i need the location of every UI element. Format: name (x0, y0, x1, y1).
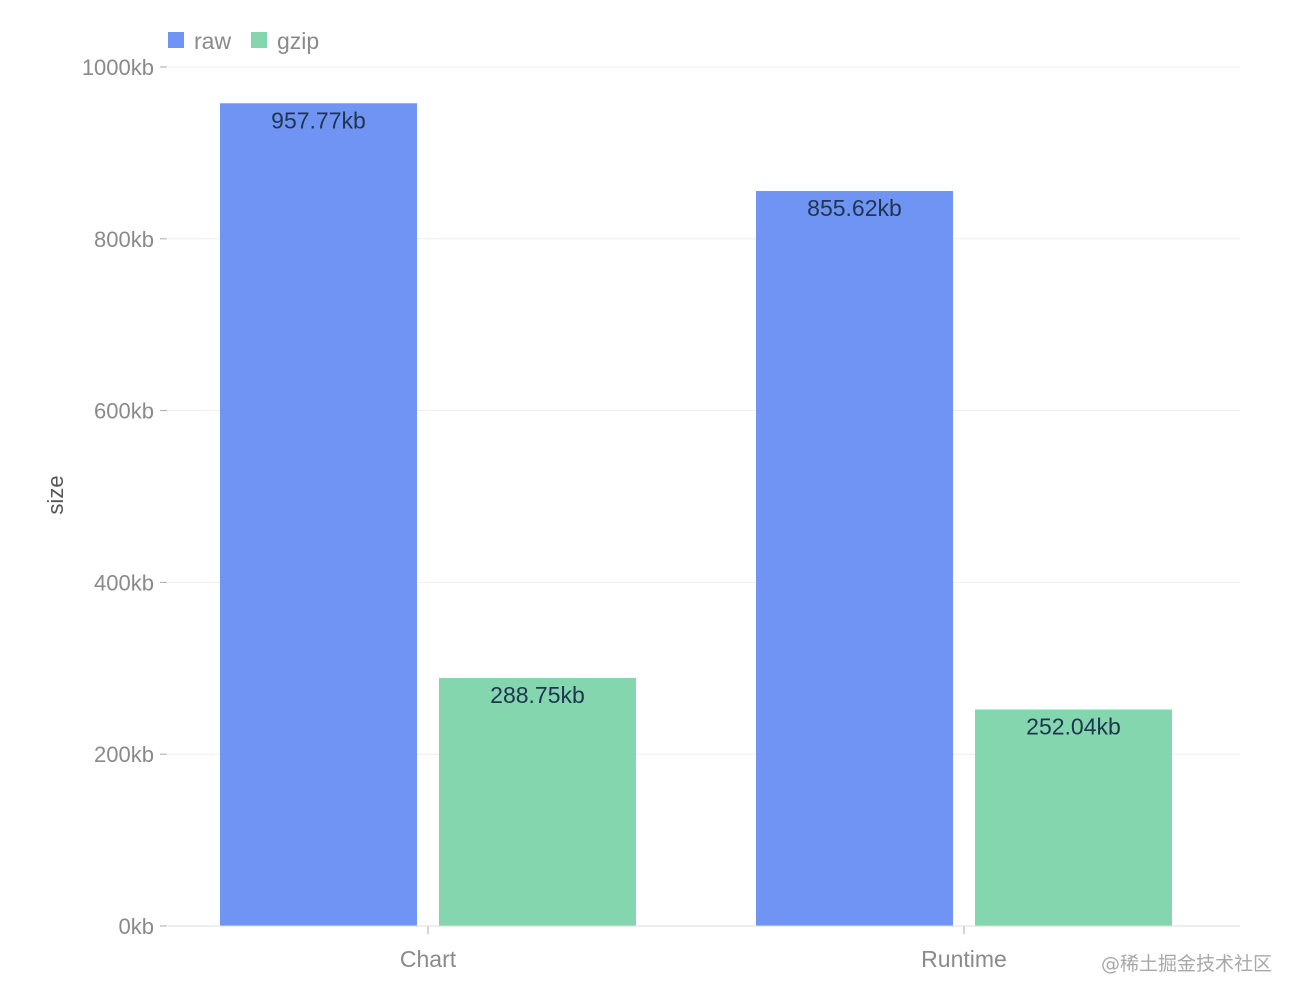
y-tick-label: 200kb (94, 742, 154, 767)
bar-gzip-runtime[interactable] (975, 709, 1172, 926)
y-axis: 0kb 200kb 400kb 600kb 800kb 1000kb (82, 55, 167, 939)
legend[interactable]: raw gzip (168, 28, 319, 54)
y-tick-label: 0kb (119, 914, 154, 939)
y-tick-label: 400kb (94, 570, 154, 595)
bar-raw-chart[interactable] (220, 103, 417, 926)
x-axis: Chart Runtime (168, 925, 1240, 972)
data-label-raw-chart: 957.77kb (271, 107, 366, 133)
legend-swatch-gzip (251, 32, 267, 48)
data-label-raw-runtime: 855.62kb (807, 195, 902, 221)
legend-item-raw[interactable]: raw (168, 28, 231, 54)
legend-swatch-raw (168, 32, 184, 48)
data-labels: 957.77kb 288.75kb 855.62kb 252.04kb (271, 107, 1121, 739)
bar-raw-runtime[interactable] (756, 191, 953, 927)
y-tick-label: 1000kb (82, 55, 154, 80)
bar-gzip-chart[interactable] (439, 677, 636, 926)
y-axis-title: size (43, 475, 68, 514)
bars (220, 103, 1172, 927)
y-tick-label: 600kb (94, 399, 154, 424)
y-tick-label: 800kb (94, 227, 154, 252)
data-label-gzip-runtime: 252.04kb (1026, 713, 1121, 739)
legend-label-gzip: gzip (277, 28, 319, 54)
watermark: @稀土掘金技术社区 (1100, 953, 1272, 975)
data-label-gzip-chart: 288.75kb (490, 682, 585, 708)
x-tick-label-chart: Chart (400, 946, 457, 972)
legend-label-raw: raw (194, 28, 231, 54)
x-tick-label-runtime: Runtime (921, 946, 1007, 972)
legend-item-gzip[interactable]: gzip (251, 28, 319, 54)
